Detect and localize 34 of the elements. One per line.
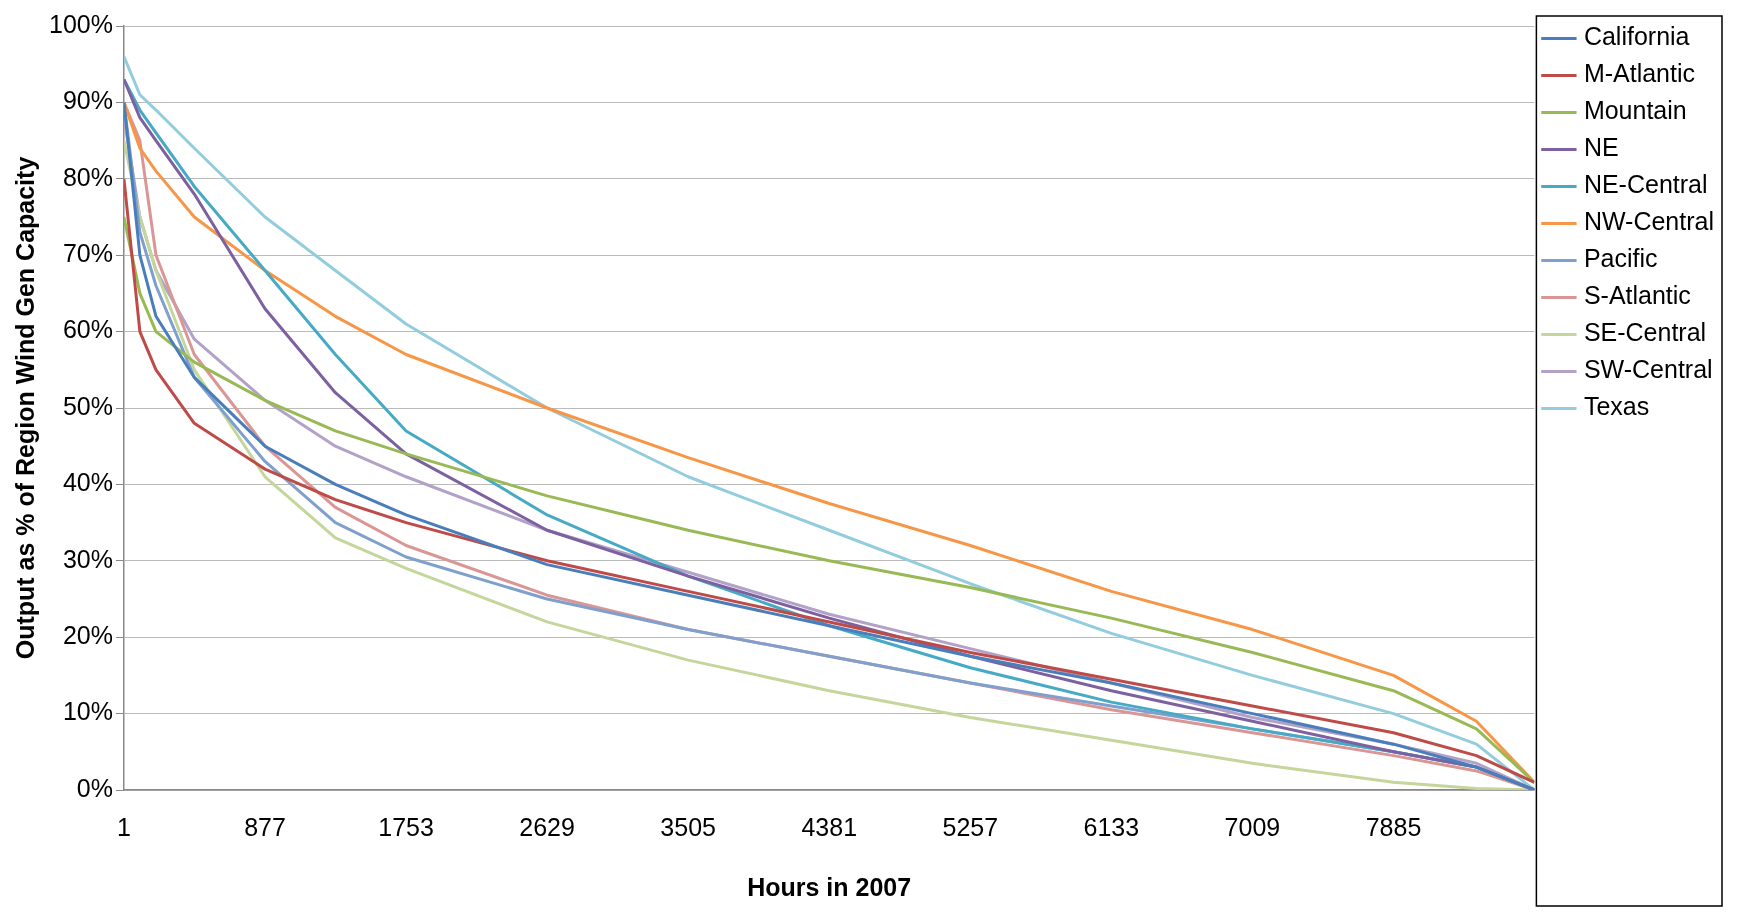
y-tick-label: 40% (62, 468, 113, 497)
y-tick-label: 60% (62, 315, 113, 344)
x-tick-label: 3505 (660, 812, 716, 841)
x-tick-label: 4381 (801, 812, 858, 841)
x-tick-label: 1 (116, 812, 131, 841)
x-tick-label: 1753 (378, 812, 434, 841)
y-tick-label: 70% (62, 239, 113, 268)
legend-label: NW-Central (1583, 207, 1715, 236)
y-tick-label: 30% (62, 544, 113, 573)
legend-label: Mountain (1583, 96, 1687, 125)
y-tick-label: 90% (62, 86, 113, 115)
legend-label: S-Atlantic (1583, 281, 1691, 310)
x-tick-label: 877 (244, 812, 286, 841)
x-axis-title: Hours in 2007 (747, 872, 912, 901)
legend-label: SW-Central (1583, 355, 1713, 384)
x-tick-label: 2629 (519, 812, 575, 841)
y-axis-title: Output as % of Region Wind Gen Capacity (10, 156, 39, 660)
legend-label: Texas (1583, 392, 1650, 421)
legend-label: SE-Central (1583, 318, 1707, 347)
legend-label: M-Atlantic (1583, 59, 1696, 88)
y-tick-label: 80% (62, 162, 113, 191)
x-tick-label: 7885 (1365, 812, 1422, 841)
y-tick-label: 10% (62, 697, 113, 726)
legend-label: NE-Central (1583, 170, 1708, 199)
x-tick-label: 7009 (1224, 812, 1281, 841)
y-tick-label: 100% (48, 9, 113, 38)
x-tick-label: 6133 (1083, 812, 1140, 841)
legend-label: California (1583, 22, 1690, 51)
y-tick-label: 0% (76, 773, 113, 802)
y-tick-label: 20% (62, 621, 113, 650)
legend-label: NE (1583, 133, 1619, 162)
x-tick-label: 5257 (942, 812, 999, 841)
y-tick-label: 50% (62, 391, 113, 420)
legend-label: Pacific (1583, 244, 1658, 273)
